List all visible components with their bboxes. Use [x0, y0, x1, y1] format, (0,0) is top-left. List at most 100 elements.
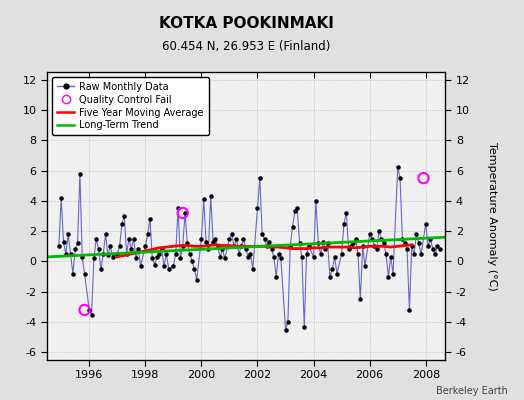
Point	[158, 246, 166, 252]
Point	[169, 263, 178, 269]
Point	[155, 251, 163, 257]
Point	[227, 231, 236, 237]
Point	[99, 251, 107, 257]
Point	[132, 255, 140, 262]
Point	[108, 254, 117, 260]
Point	[387, 254, 395, 260]
Point	[136, 263, 145, 269]
Point	[417, 251, 425, 257]
Point	[230, 243, 238, 250]
Point	[403, 246, 411, 252]
Point	[354, 251, 362, 257]
Point	[192, 276, 201, 283]
Point	[309, 254, 318, 260]
Point	[148, 255, 157, 262]
Point	[435, 246, 444, 252]
Point	[120, 213, 128, 219]
Point	[429, 246, 437, 252]
Point	[424, 243, 432, 250]
Point	[398, 236, 407, 242]
Point	[296, 240, 304, 246]
Text: 60.454 N, 26.953 E (Finland): 60.454 N, 26.953 E (Finland)	[162, 40, 331, 53]
Point	[162, 251, 170, 257]
Point	[256, 175, 264, 181]
Point	[305, 243, 313, 250]
Point	[246, 251, 255, 257]
Point	[92, 236, 101, 242]
Point	[216, 254, 224, 260]
Point	[426, 236, 434, 242]
Point	[242, 246, 250, 252]
Point	[379, 240, 388, 246]
Point	[302, 251, 311, 257]
Point	[59, 238, 68, 245]
Point	[260, 236, 269, 242]
Point	[368, 236, 376, 242]
Point	[176, 255, 184, 262]
Point	[349, 240, 357, 246]
Point	[258, 231, 266, 237]
Point	[365, 231, 374, 237]
Point	[160, 263, 168, 269]
Point	[277, 255, 285, 262]
Point	[190, 266, 199, 272]
Point	[134, 246, 143, 252]
Point	[204, 246, 213, 252]
Point	[405, 307, 413, 313]
Point	[171, 251, 180, 257]
Point	[394, 164, 402, 171]
Point	[312, 198, 320, 204]
Point	[328, 266, 336, 272]
Point	[104, 252, 112, 259]
Point	[69, 270, 77, 277]
Point	[408, 243, 416, 250]
Point	[298, 254, 306, 260]
Point	[270, 254, 278, 260]
Point	[293, 205, 301, 212]
Point	[123, 251, 131, 257]
Point	[179, 243, 187, 250]
Point	[80, 270, 89, 277]
Point	[373, 246, 381, 252]
Point	[433, 243, 442, 250]
Point	[389, 270, 397, 277]
Point	[94, 246, 103, 252]
Point	[185, 251, 194, 257]
Point	[412, 231, 421, 237]
Point	[422, 220, 430, 227]
Point	[347, 243, 355, 250]
Point	[153, 254, 161, 260]
Point	[384, 274, 392, 280]
Point	[382, 251, 390, 257]
Point	[356, 296, 365, 302]
Point	[275, 251, 283, 257]
Point	[97, 266, 105, 272]
Point	[71, 246, 80, 252]
Point	[118, 220, 126, 227]
Point	[370, 243, 378, 250]
Text: KOTKA POOKINMAKI: KOTKA POOKINMAKI	[159, 16, 334, 31]
Point	[67, 251, 75, 257]
Point	[144, 231, 152, 237]
Point	[265, 238, 274, 245]
Point	[331, 254, 339, 260]
Point	[80, 307, 89, 313]
Point	[225, 236, 234, 242]
Point	[281, 326, 290, 333]
Point	[342, 210, 351, 216]
Point	[209, 238, 217, 245]
Point	[88, 311, 96, 318]
Point	[237, 243, 245, 250]
Point	[340, 220, 348, 227]
Point	[200, 196, 208, 202]
Point	[206, 193, 215, 200]
Point	[419, 175, 428, 181]
Point	[197, 236, 205, 242]
Point	[283, 319, 292, 325]
Y-axis label: Temperature Anomaly (°C): Temperature Anomaly (°C)	[487, 142, 497, 290]
Point	[263, 243, 271, 250]
Point	[188, 258, 196, 265]
Point	[358, 243, 367, 250]
Point	[326, 274, 334, 280]
Point	[319, 238, 327, 245]
